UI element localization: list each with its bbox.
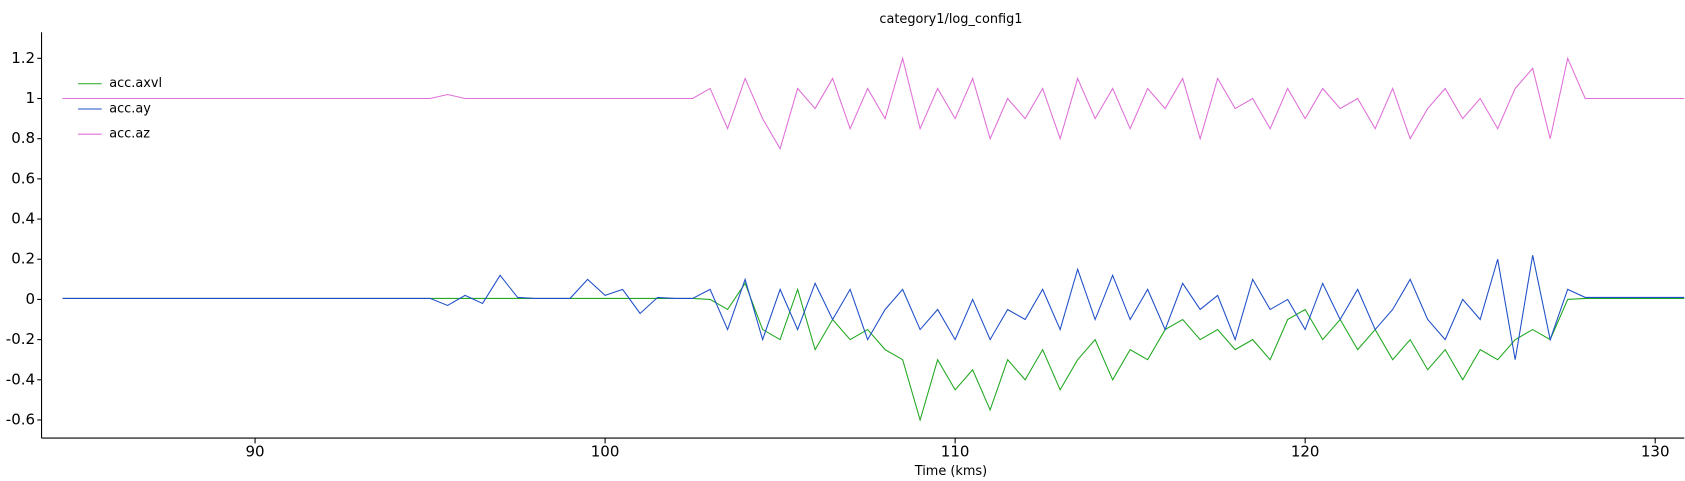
x-tick-label: 120 (1291, 443, 1320, 461)
y-tick-label: 1 (26, 89, 36, 107)
series-line (62, 282, 1685, 422)
x-axis-label: Time (kms) (914, 464, 987, 479)
x-tick-label: 90 (246, 443, 265, 461)
x-tick-label: 100 (591, 443, 620, 461)
legend-label: acc.axvl (109, 76, 162, 91)
legend-label: acc.ay (109, 101, 151, 116)
y-tick-label: 0.2 (11, 250, 35, 268)
legend-label: acc.az (109, 127, 150, 142)
x-tick-label: 130 (1641, 443, 1670, 461)
y-tick-label: -0.4 (6, 370, 35, 388)
y-tick-label: -0.2 (6, 330, 35, 348)
y-tick-label: 0.8 (11, 129, 35, 147)
chart-title: category1/log_config1 (879, 12, 1022, 27)
y-tick-label: 0.6 (11, 169, 35, 187)
y-tick-label: 0.4 (11, 210, 35, 228)
series-line (62, 255, 1685, 360)
x-tick-label: 110 (941, 443, 970, 461)
y-tick-label: -0.6 (6, 410, 35, 428)
y-tick-label: 0 (26, 290, 36, 308)
series-line (62, 56, 1685, 151)
y-tick-label: 1.2 (11, 49, 35, 67)
